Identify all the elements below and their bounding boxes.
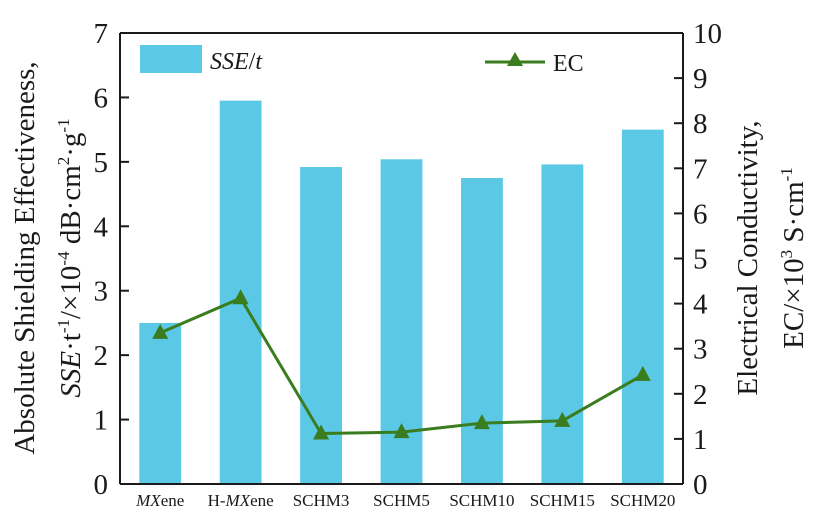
legend-swatch-sse xyxy=(140,45,202,73)
right-tick-label: 9 xyxy=(693,63,708,95)
ec-marker-schm3 xyxy=(313,424,330,440)
category-label: SCHM20 xyxy=(610,491,675,510)
ec-marker-h-mxene xyxy=(232,289,249,305)
category-label: SCHM10 xyxy=(449,491,514,510)
left-ticks: 0 1 2 3 4 5 6 7 xyxy=(94,18,129,501)
right-tick-label: 8 xyxy=(693,108,708,140)
category-label: SCHM5 xyxy=(373,491,430,510)
bar-schm10 xyxy=(461,177,503,484)
ec-marker-schm5 xyxy=(393,423,410,439)
legend-label-sse: SSE/t xyxy=(210,49,263,75)
right-tick-label: 0 xyxy=(693,469,708,501)
right-tick-label: 3 xyxy=(693,334,708,366)
category-labels: MXene H-MXene SCHM3 SCHM5 SCHM10 SCHM15 SCHM20 xyxy=(135,491,675,510)
right-axis-label-line1: Electrical Conductivity, xyxy=(732,120,764,395)
category-label: MXene xyxy=(135,491,184,510)
ec-line-group xyxy=(152,289,651,440)
right-tick-label: 5 xyxy=(693,244,708,276)
category-label: SCHM3 xyxy=(293,491,350,510)
left-tick-label: 1 xyxy=(94,405,109,437)
ec-marker-schm15 xyxy=(554,411,571,427)
left-tick-label: 4 xyxy=(94,211,109,243)
right-tick-label: 2 xyxy=(693,379,708,411)
bars-group xyxy=(139,100,664,485)
category-label: H-MXene xyxy=(208,491,274,510)
left-tick-label: 3 xyxy=(94,276,109,308)
left-tick-label: 0 xyxy=(94,469,109,501)
ec-marker-schm20 xyxy=(634,365,651,381)
left-tick-label: 7 xyxy=(94,18,109,50)
bar-schm15 xyxy=(541,164,584,485)
ec-marker-schm10 xyxy=(473,414,490,430)
legend-label-ec: EC xyxy=(553,51,584,77)
left-tick-label: 2 xyxy=(94,340,109,372)
left-axis-label-line1: Absolute Shielding Effectiveness, xyxy=(9,61,41,454)
left-tick-label: 5 xyxy=(94,147,109,179)
right-tick-label: 1 xyxy=(693,424,708,456)
right-ticks: 0 1 2 3 4 5 6 7 8 9 10 xyxy=(674,18,722,501)
category-label: SCHM15 xyxy=(530,491,595,510)
right-tick-label: 10 xyxy=(693,18,722,50)
right-tick-label: 7 xyxy=(693,153,708,185)
left-tick-label: 6 xyxy=(94,82,109,114)
left-axis-label-line2: SSE·t-1/×10-4 dB·cm2·g-1 xyxy=(54,118,87,397)
ec-marker-mxene xyxy=(152,323,169,339)
right-axis-label-line2: EC/×103 S·cm-1 xyxy=(777,167,810,349)
right-tick-label: 4 xyxy=(693,289,708,321)
bar-schm20 xyxy=(621,129,664,484)
right-tick-label: 6 xyxy=(693,198,708,230)
bar-mxene xyxy=(139,322,182,484)
legend-marker-ec xyxy=(507,52,523,66)
